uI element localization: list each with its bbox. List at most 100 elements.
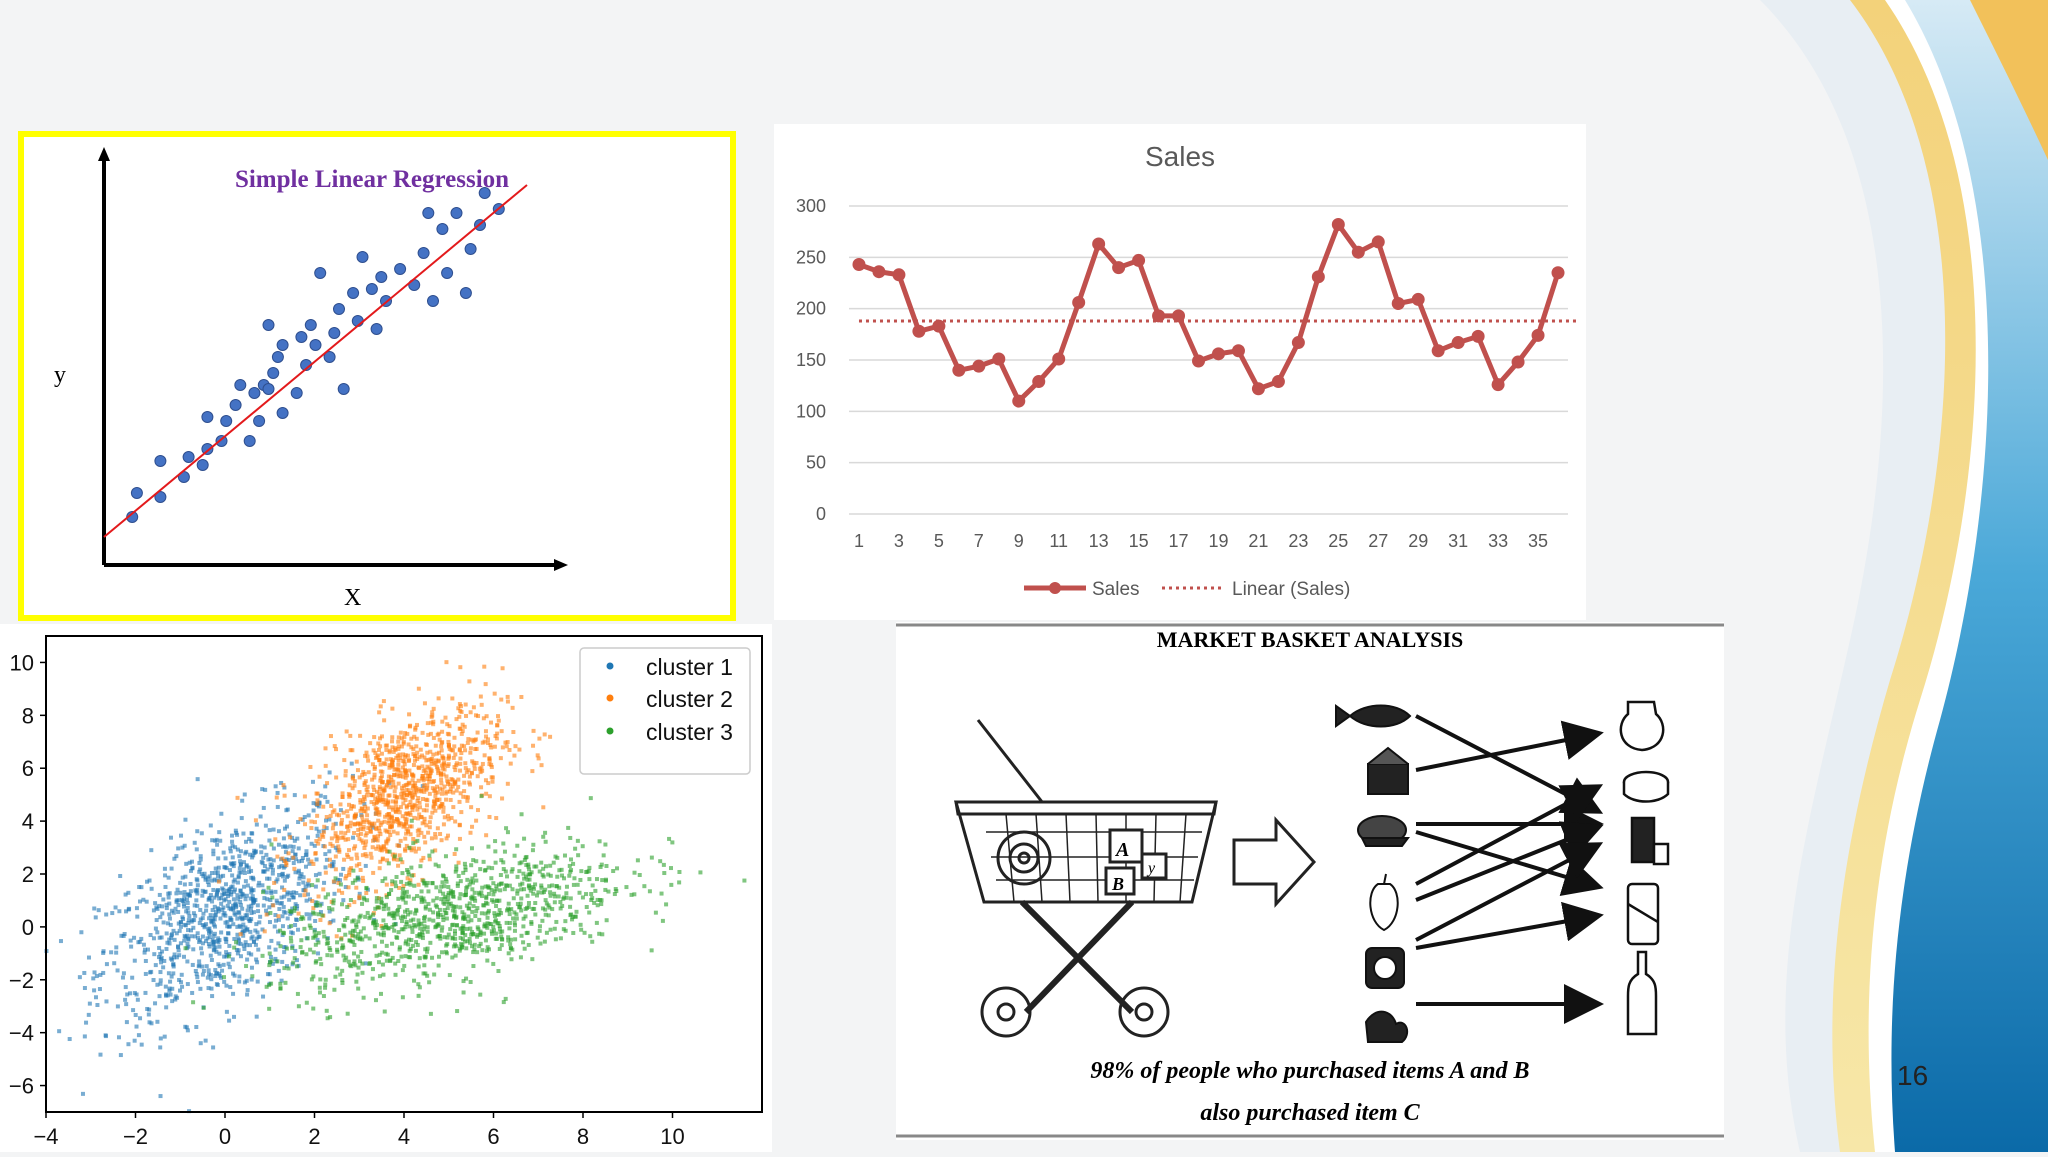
cluster-point [253, 897, 258, 902]
cluster-point [398, 805, 403, 810]
cluster-point [506, 951, 511, 956]
cluster-point [514, 912, 519, 917]
cluster-point [381, 699, 386, 704]
cluster-point [232, 887, 237, 892]
cluster-point [420, 821, 425, 826]
cluster-point [505, 781, 510, 786]
cluster-point [318, 956, 323, 961]
cluster-point [238, 849, 243, 854]
cluster-point [501, 841, 506, 846]
cluster-point [203, 877, 208, 882]
cluster-point [365, 784, 370, 789]
cluster-point [398, 915, 403, 920]
cluster-point [430, 710, 435, 715]
y-tick-label: 10 [10, 650, 34, 675]
cluster-point [463, 889, 468, 894]
cluster-point [179, 833, 184, 838]
cluster-point [174, 891, 179, 896]
cluster-point [364, 818, 369, 823]
cluster-point [251, 875, 256, 880]
cluster-point [204, 922, 209, 927]
cluster-point [498, 756, 503, 761]
cluster-point [647, 889, 652, 894]
cluster-point [441, 805, 446, 810]
cluster-point [377, 791, 382, 796]
cluster-point [461, 926, 466, 931]
cluster-point [601, 853, 606, 858]
cluster-point [362, 801, 367, 806]
cluster-point [350, 933, 355, 938]
cluster-point [430, 786, 435, 791]
cluster-point [228, 849, 233, 854]
cluster-point [183, 817, 188, 822]
cluster-point [341, 923, 346, 928]
y-axis-arrow [98, 147, 110, 161]
cluster-point [471, 739, 476, 744]
cluster-point [421, 855, 426, 860]
legend-sales-label: Sales [1092, 579, 1140, 600]
cluster-point [390, 955, 395, 960]
cluster-point [472, 942, 477, 947]
cluster-point [446, 893, 451, 898]
cluster-point [282, 793, 287, 798]
cluster-point [471, 858, 476, 863]
cluster-point [422, 816, 427, 821]
cluster-point [253, 942, 258, 947]
cluster-point [306, 878, 311, 883]
cluster-point [132, 958, 137, 963]
cluster-point [197, 959, 202, 964]
cluster-point [407, 768, 412, 773]
cluster-point [282, 966, 287, 971]
cluster-point [433, 835, 438, 840]
basket-label-a: A [1114, 839, 1129, 861]
y-tick-label: 150 [796, 350, 826, 370]
cluster-point [116, 1035, 121, 1040]
cluster-point [231, 922, 236, 927]
cluster-point [244, 864, 249, 869]
cluster-point [405, 868, 410, 873]
cluster-point [357, 894, 362, 899]
cluster-point [92, 970, 97, 975]
cluster-point [307, 897, 312, 902]
cluster-point [114, 950, 119, 955]
cluster-point [200, 964, 205, 969]
cluster-point [380, 879, 385, 884]
cluster-point [677, 880, 682, 885]
cluster-point [153, 901, 158, 906]
cluster-point [445, 935, 450, 940]
data-point [215, 435, 228, 447]
cluster-point [452, 909, 457, 914]
cluster-point [318, 918, 323, 923]
cluster-point [363, 852, 368, 857]
cluster-point [337, 878, 342, 883]
cluster-point [485, 925, 490, 930]
cluster-point [662, 871, 667, 876]
cluster-point [428, 757, 433, 762]
cluster-point [418, 805, 423, 810]
cluster-point [248, 907, 253, 912]
cluster-point [483, 938, 488, 943]
cluster-point [357, 790, 362, 795]
cluster-point [281, 904, 286, 909]
cluster-point [237, 866, 242, 871]
cluster-point [326, 892, 331, 897]
cluster-point [139, 936, 144, 941]
cluster-point [435, 934, 440, 939]
cluster-point [458, 768, 463, 773]
jug-icon [1619, 700, 1665, 752]
cluster-point [500, 666, 505, 671]
cluster-point [445, 763, 450, 768]
cluster-point [456, 777, 461, 782]
cluster-point [501, 867, 506, 872]
cluster-point [560, 903, 565, 908]
cluster-point [457, 799, 462, 804]
cluster-point [392, 912, 397, 917]
cluster-point [206, 883, 211, 888]
cluster-point [284, 964, 289, 969]
cluster-point [477, 917, 482, 922]
cluster-point [215, 890, 220, 895]
cluster-point [345, 1011, 350, 1016]
cluster-point [335, 834, 340, 839]
cluster-point [409, 865, 414, 870]
